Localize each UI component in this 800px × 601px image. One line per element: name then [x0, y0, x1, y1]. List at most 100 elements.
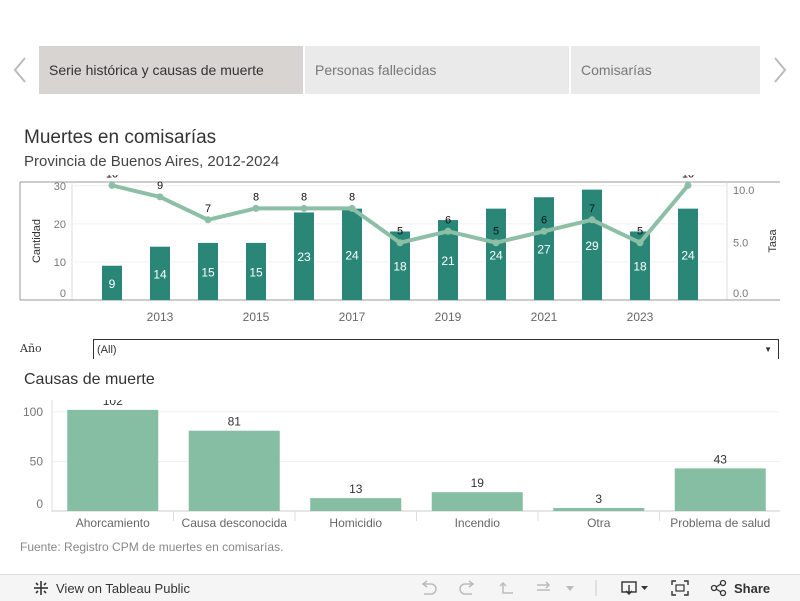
year-filter-label: Año — [20, 342, 42, 355]
left-axis-tick-label: 20 — [54, 219, 66, 231]
quantity-bar-label: 27 — [537, 243, 551, 257]
quantity-bar-label: 23 — [297, 250, 311, 264]
rate-point[interactable] — [684, 181, 692, 189]
x-axis-tick-label: 2015 — [243, 310, 270, 324]
right-axis-tick-label: 0.0 — [733, 288, 748, 300]
causes-chart-title: Causas de muerte — [24, 371, 155, 388]
rate-point-label: 6 — [541, 214, 547, 226]
quantity-bar-label: 15 — [249, 265, 263, 279]
tab-label: Personas fallecidas — [315, 62, 437, 78]
tab-comisarias[interactable]: Comisarías — [571, 46, 760, 94]
quantity-bar-label: 29 — [585, 239, 599, 253]
rate-point[interactable] — [396, 239, 404, 247]
dropdown-arrow-icon: ▼ — [764, 345, 772, 354]
rate-point[interactable] — [156, 193, 164, 201]
quantity-bar[interactable] — [630, 231, 650, 300]
cause-bar-value: 81 — [228, 415, 242, 429]
quantity-bar[interactable] — [102, 265, 122, 300]
causes-bar-chart[interactable]: 102 81 13 19 3 43 0 50 100 Ahorcamiento Causa des… — [0, 400, 800, 535]
rate-point[interactable] — [108, 181, 116, 189]
right-axis-tick-label: 5.0 — [733, 238, 748, 250]
cause-bar-value: 13 — [349, 482, 363, 496]
rate-point[interactable] — [204, 216, 212, 224]
chart-subtitle: Provincia de Buenos Aires, 2012-2024 — [24, 153, 280, 170]
year-filter-dropdown[interactable]: (All) ▼ — [93, 339, 779, 359]
cause-category-label: Homicidio — [329, 516, 382, 530]
rate-point-label: 9 — [157, 180, 163, 192]
rate-point[interactable] — [444, 227, 452, 235]
cause-bar[interactable] — [67, 409, 159, 511]
quantity-bar[interactable] — [582, 189, 602, 300]
quantity-bar[interactable] — [438, 220, 458, 300]
toolbar-separator — [595, 575, 597, 601]
quantity-bar[interactable] — [198, 242, 218, 300]
rate-point[interactable] — [588, 216, 596, 224]
cause-bar[interactable] — [188, 430, 280, 511]
left-axis-tick-label: 0 — [60, 288, 66, 300]
left-axis-title: Cantidad — [31, 219, 43, 263]
rate-point-label: 7 — [589, 203, 595, 215]
quantity-bar[interactable] — [534, 197, 554, 300]
redo-button[interactable] — [458, 575, 478, 601]
causes-axis-tick-label: 100 — [23, 405, 43, 419]
previous-tab-arrow[interactable] — [0, 46, 40, 94]
tab-personas-fallecidas[interactable]: Personas fallecidas — [305, 46, 569, 94]
deaths-combo-chart[interactable]: Cantidad Tasa 9 14 15 15 23 24 18 21 24 27 29 18 24 1… — [0, 175, 800, 325]
rate-point[interactable] — [348, 204, 356, 212]
dashboard-tabs: Serie histórica y causas de muerte Perso… — [39, 46, 762, 94]
cause-category-label: Incendio — [455, 516, 501, 530]
rate-point-label: 6 — [445, 214, 451, 226]
quantity-bar[interactable] — [294, 212, 314, 300]
rate-point-label: 5 — [637, 226, 643, 238]
view-on-tableau-link[interactable]: View on Tableau Public — [32, 575, 190, 601]
chevron-left-icon — [13, 57, 26, 83]
tab-serie-historica[interactable]: Serie histórica y causas de muerte — [39, 46, 303, 94]
tab-label: Serie histórica y causas de muerte — [49, 62, 264, 78]
x-axis-tick-label: 2023 — [627, 310, 654, 324]
share-icon — [710, 579, 727, 597]
quantity-bar[interactable] — [150, 246, 170, 300]
undo-icon — [421, 580, 437, 595]
quantity-bar[interactable] — [678, 208, 698, 300]
rate-point-label: 8 — [253, 191, 259, 203]
undo-button[interactable] — [418, 575, 438, 601]
chevron-right-icon — [774, 57, 787, 83]
x-axis-tick-label: 2019 — [435, 310, 462, 324]
cause-bar[interactable] — [674, 468, 766, 511]
left-axis-tick-label: 30 — [54, 181, 66, 193]
cause-bar-value: 102 — [103, 400, 123, 408]
rate-point[interactable] — [300, 204, 308, 212]
rate-point-label: 7 — [205, 203, 211, 215]
rate-point-label: 8 — [349, 191, 355, 203]
revert-button[interactable] — [498, 575, 518, 601]
right-axis-tick-label: 10.0 — [733, 185, 754, 197]
quantity-bar[interactable] — [246, 242, 266, 300]
view-on-tableau-label: View on Tableau Public — [56, 580, 190, 596]
rate-point-label: 5 — [493, 226, 499, 238]
left-axis-tick-label: 10 — [54, 257, 66, 269]
download-button[interactable] — [620, 575, 650, 601]
rate-point[interactable] — [492, 239, 500, 247]
refresh-button[interactable] — [534, 575, 554, 601]
cause-bar[interactable] — [310, 498, 402, 511]
x-axis-tick-label: 2017 — [339, 310, 366, 324]
quantity-bar[interactable] — [486, 208, 506, 300]
next-tab-arrow[interactable] — [760, 46, 800, 94]
quantity-bar-label: 14 — [153, 267, 167, 281]
fullscreen-button[interactable] — [671, 575, 689, 601]
quantity-bar-label: 21 — [441, 254, 455, 268]
refresh-options-dropdown[interactable] — [565, 575, 575, 601]
rate-point[interactable] — [636, 239, 644, 247]
rate-point[interactable] — [540, 227, 548, 235]
share-button[interactable]: Share — [710, 575, 770, 601]
redo-icon — [459, 580, 475, 595]
tab-label: Comisarías — [581, 62, 652, 78]
causes-axis-tick-label: 0 — [36, 497, 43, 511]
cause-bar[interactable] — [431, 492, 523, 511]
rate-point-label: 5 — [397, 226, 403, 238]
quantity-bar[interactable] — [390, 231, 410, 300]
share-label: Share — [734, 580, 771, 596]
cause-bar[interactable] — [553, 508, 645, 511]
quantity-bar[interactable] — [342, 208, 362, 300]
rate-point[interactable] — [252, 204, 260, 212]
